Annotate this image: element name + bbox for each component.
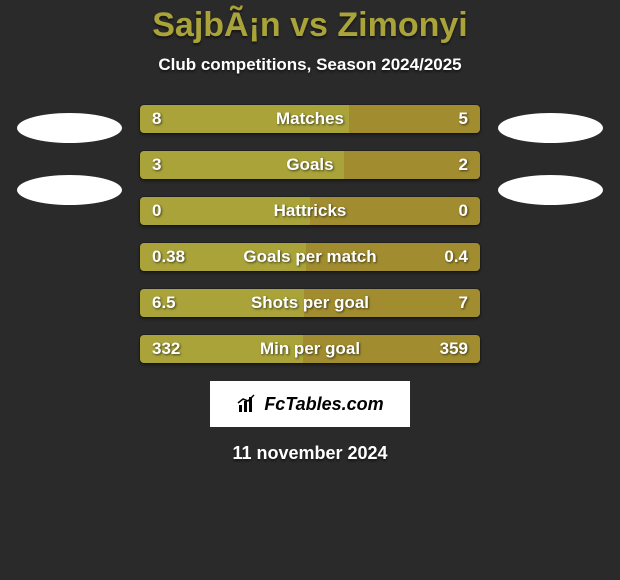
stat-bar: 6.57Shots per goal [140,289,480,317]
stat-bar: 332359Min per goal [140,335,480,363]
page-subtitle: Club competitions, Season 2024/2025 [0,55,620,75]
stat-bar: 32Goals [140,151,480,179]
source-badge[interactable]: FcTables.com [210,381,410,427]
player-badge-oval [498,113,603,143]
stat-label: Min per goal [140,335,480,363]
right-player-badges [498,105,603,205]
stat-bar: 0.380.4Goals per match [140,243,480,271]
player-badge-oval [498,175,603,205]
chart-icon [236,393,258,415]
player-badge-oval [17,113,122,143]
badge-text: FcTables.com [264,394,383,415]
stat-label: Matches [140,105,480,133]
stat-bars: 85Matches 32Goals 00Hattricks 0.380.4Goals … [140,105,480,363]
date-text: 11 november 2024 [0,443,620,464]
page-title: SajbÃ¡n vs Zimonyi [0,0,620,45]
left-player-badges [17,105,122,205]
player-badge-oval [17,175,122,205]
comparison-row: 85Matches 32Goals 00Hattricks 0.380.4Goals … [0,105,620,363]
stat-label: Goals per match [140,243,480,271]
stat-bar: 00Hattricks [140,197,480,225]
stat-label: Hattricks [140,197,480,225]
stat-label: Shots per goal [140,289,480,317]
stat-bar: 85Matches [140,105,480,133]
stat-label: Goals [140,151,480,179]
